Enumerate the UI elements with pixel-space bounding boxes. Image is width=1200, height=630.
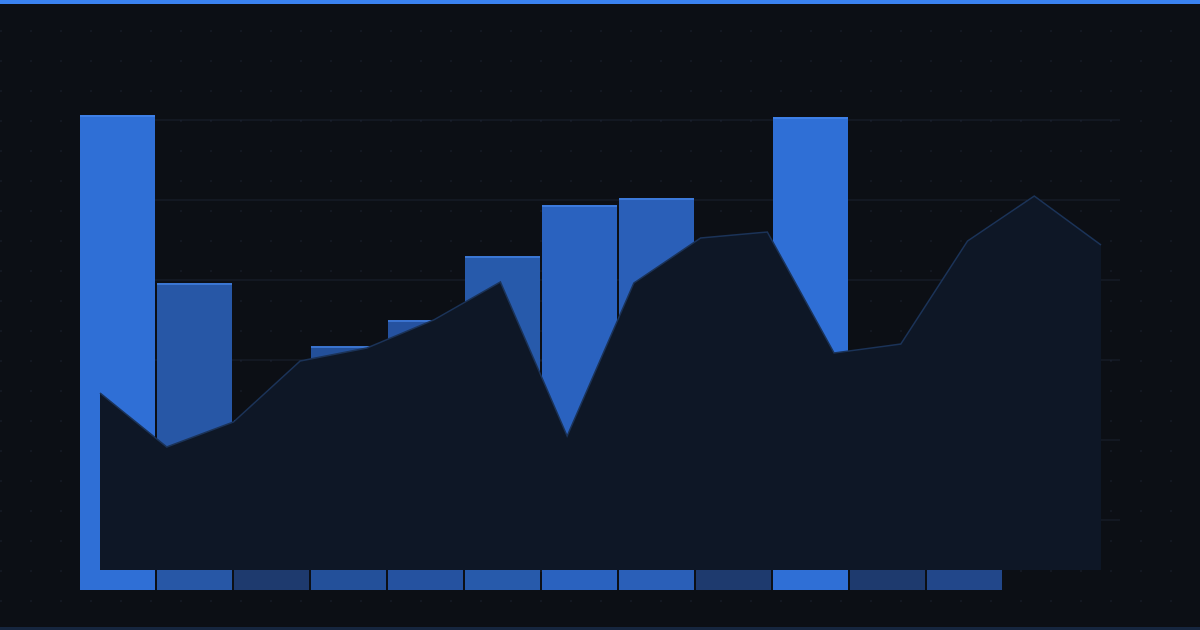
bar-cap — [388, 320, 463, 322]
area-fill — [100, 196, 1101, 570]
bar-cap — [619, 198, 694, 200]
area-layer — [99, 195, 1102, 570]
top-accent — [0, 0, 1200, 4]
bottom-accent — [0, 627, 1200, 630]
bar-cap — [542, 205, 617, 207]
bar-cap — [773, 117, 848, 119]
bar-cap — [80, 115, 155, 117]
bar-cap — [465, 256, 540, 258]
bar-cap — [157, 283, 232, 285]
area-line — [99, 195, 1102, 448]
bar-cap — [311, 346, 386, 348]
